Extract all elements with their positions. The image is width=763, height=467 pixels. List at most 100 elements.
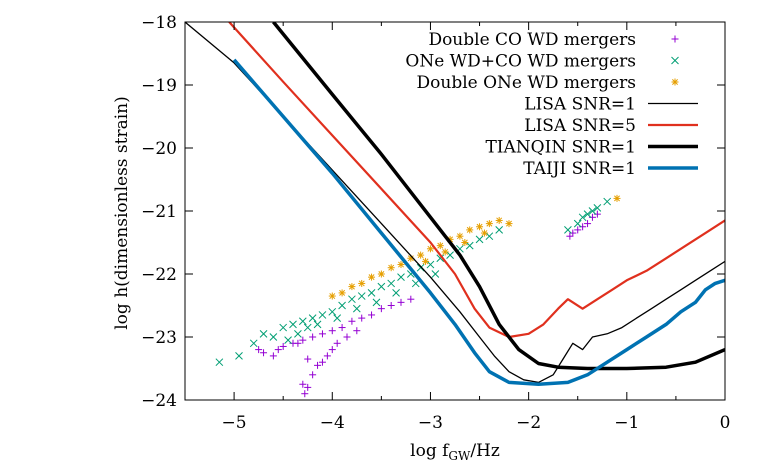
data-point [465, 241, 474, 250]
y-tick-label: −22 [141, 265, 177, 285]
y-axis-title: log h(dimensionless strain) [112, 96, 132, 330]
data-point [387, 279, 396, 288]
data-point [333, 339, 341, 347]
data-point [431, 270, 440, 278]
legend-item: TAIJI SNR=1 [523, 159, 698, 179]
legend-label: TIANQIN SNR=1 [485, 138, 636, 158]
x-axis-title-sub: GW [448, 449, 471, 463]
data-point [328, 292, 336, 300]
data-point [368, 273, 376, 281]
data-point [304, 355, 312, 363]
data-point [578, 213, 587, 222]
data-point [573, 219, 582, 228]
y-tick-label: −23 [141, 328, 177, 348]
data-point [583, 210, 592, 219]
data-point [461, 239, 469, 246]
data-point [249, 339, 258, 348]
data-point [338, 289, 346, 297]
data-point [426, 245, 434, 253]
data-point [377, 282, 386, 291]
y-tick-label: −21 [141, 202, 177, 222]
data-point [566, 232, 574, 240]
plot-area [185, 22, 725, 398]
legend-item: TIANQIN SNR=1 [485, 138, 698, 158]
y-tick-label: −19 [141, 76, 177, 96]
data-point [279, 323, 288, 332]
data-point [485, 232, 494, 241]
data-point [313, 320, 322, 329]
y-tick-label: −24 [141, 391, 177, 411]
y-tick-label: −18 [141, 13, 177, 33]
data-point [323, 352, 331, 360]
legend-label: TAIJI SNR=1 [523, 159, 636, 179]
data-point [485, 220, 493, 228]
data-point [318, 330, 326, 338]
x-tick-label: 0 [720, 413, 731, 433]
data-point [314, 361, 322, 369]
data-point [353, 327, 361, 335]
data-point [397, 298, 405, 306]
data-point [284, 336, 292, 345]
x-tick-label: −2 [516, 413, 541, 433]
y-tick-label: −20 [141, 139, 177, 159]
data-point [348, 283, 356, 291]
data-point [416, 263, 425, 272]
legend-marker [671, 35, 679, 43]
data-point [387, 302, 395, 309]
data-point [269, 333, 278, 341]
data-point [318, 311, 327, 319]
data-point [215, 358, 224, 367]
legend-marker [671, 56, 679, 65]
data-point [318, 358, 326, 366]
data-point [294, 339, 302, 347]
data-point [289, 320, 297, 329]
axes: −5 −4 −3 −2 −1 0 −24 −23 −22 −21 −20 −19 −18 [141, 13, 730, 433]
data-point [368, 311, 376, 319]
data-point [309, 333, 317, 341]
data-point [260, 349, 268, 357]
data-point [338, 301, 346, 310]
data-point [392, 289, 400, 297]
data-point [387, 264, 395, 272]
scatter-series-1 [255, 210, 601, 398]
legend-marker [671, 78, 679, 86]
data-point [426, 260, 435, 269]
data-point [584, 220, 592, 228]
data-point [480, 229, 488, 237]
x-tick-label: −5 [222, 413, 247, 433]
data-point [304, 383, 312, 391]
data-point [357, 292, 366, 300]
data-point [294, 329, 302, 338]
legend-label: Double CO WD mergers [428, 30, 636, 50]
data-point [343, 333, 351, 341]
x-tick-label: −3 [418, 413, 443, 433]
data-point [613, 194, 621, 202]
data-point [255, 346, 263, 354]
data-point [466, 226, 474, 234]
data-point [417, 251, 425, 259]
data-point [279, 342, 287, 350]
data-point [328, 307, 337, 316]
data-point [269, 352, 277, 360]
legend-item: Double ONe WD mergers [417, 73, 679, 93]
legend-label: LISA SNR=1 [524, 95, 636, 115]
data-point [358, 279, 366, 287]
data-point [348, 295, 356, 304]
legend-label: Double ONe WD mergers [417, 73, 636, 93]
data-point [495, 216, 503, 224]
data-point [309, 371, 317, 379]
data-point [411, 279, 420, 288]
sensitivity-curve-2 [228, 22, 725, 339]
data-point [505, 220, 513, 228]
data-point [377, 305, 385, 313]
data-point [333, 314, 342, 322]
data-point [377, 270, 385, 278]
data-point [456, 232, 464, 240]
x-tick-label: −4 [320, 413, 345, 433]
data-point [348, 317, 356, 325]
data-point [299, 336, 307, 344]
data-point [328, 346, 336, 354]
data-point [298, 317, 307, 326]
data-point [422, 257, 430, 265]
